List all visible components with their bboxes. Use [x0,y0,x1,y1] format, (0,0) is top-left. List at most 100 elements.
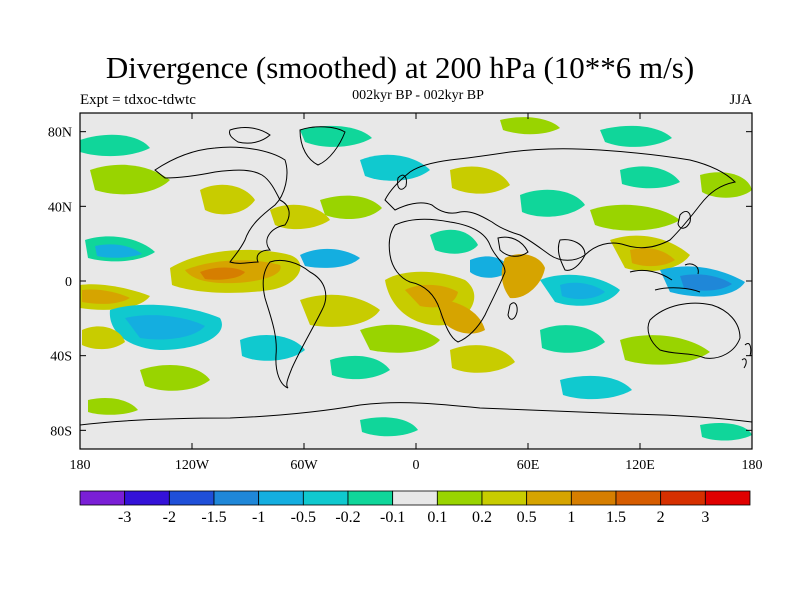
divergence-patch [300,248,360,268]
colorbar-swatch [213,490,260,506]
lat-tick-label: 40S [50,350,72,365]
divergence-patch [330,355,390,380]
colorbar-swatch [302,490,349,506]
divergence-patch [680,274,732,291]
lon-tick-label: 60W [290,458,318,473]
divergence-patch [520,189,585,217]
lon-tick-label: 120E [625,458,655,473]
coastline-arabia [497,236,529,257]
colorbar-swatch [124,490,170,506]
colorbar-swatch [347,490,394,506]
divergence-patch [450,345,515,373]
divergence-patch [440,300,485,334]
colorbar-swatch [526,490,572,506]
lat-tick-label: 80S [50,424,72,439]
colorbar-swatch [570,490,617,506]
coastline-africa [388,218,506,343]
lon-tick-label: 180 [742,458,763,473]
coastline-japan [677,211,691,229]
coastline-uk [397,174,407,190]
divergence-patch [590,204,680,231]
divergence-patch [125,315,205,340]
divergence-patch [360,417,418,437]
colorbar-swatch [168,490,215,506]
colorbar-swatch [481,490,528,506]
divergence-patch [540,325,605,353]
divergence-patch [82,289,130,304]
lon-tick-label: 180 [70,458,91,473]
divergence-patch [90,164,170,195]
divergence-patch [500,117,560,135]
coastline-new-zealand [741,342,752,369]
divergence-patch [82,326,125,350]
divergence-patch [450,166,510,194]
coastline-australia [647,302,741,359]
divergence-patch [360,324,440,353]
divergence-field [80,117,752,441]
divergence-patch [320,195,382,220]
divergence-patch [700,423,752,441]
period-label: 002kyr BP - 002kyr BP [352,88,484,103]
divergence-patch [140,365,210,391]
divergence-patch [200,184,255,215]
divergence-patch [430,229,478,254]
coastline-greenland [299,126,346,166]
divergence-patch [560,375,632,400]
coastline-eurasia [384,148,737,261]
divergence-patch [200,267,245,280]
coastline-madagascar [507,302,518,320]
lat-tick-label: 40N [48,200,72,215]
coastline-india [557,239,586,271]
divergence-patch [95,244,142,258]
colorbar-label: 0.5 [517,509,537,526]
divergence-patch [300,125,372,147]
colorbar-label: -1.5 [201,509,226,526]
colorbar-label: 1 [567,509,575,526]
plot-title: Divergence (smoothed) at 200 hPa (10**6 … [105,50,695,85]
colorbar-swatch [615,490,662,506]
divergence-patch [470,256,510,278]
season-label: JJA [729,92,752,108]
divergence-patch [270,204,330,230]
colorbar-label: 3 [701,509,709,526]
coastline-south-america [262,259,327,389]
colorbar-label: 0.2 [472,509,492,526]
divergence-patch [560,282,605,300]
colorbar-swatch [79,490,126,506]
coastline-north-america [154,146,290,264]
colorbar-swatch [660,490,706,506]
coastline-maritime-continent [629,263,701,293]
colorbar-label: -0.1 [380,509,405,526]
colorbar-label: 1.5 [606,509,626,526]
lon-tick-label: 60E [517,458,540,473]
coastlines [80,126,752,426]
lon-tick-label: 0 [413,458,420,473]
colorbar-label: -2 [163,509,176,526]
divergence-patch [88,398,138,415]
divergence-patch [620,166,680,189]
colorbar-label: -1 [252,509,265,526]
colorbar-label: -0.2 [335,509,360,526]
colorbar-swatch [436,490,483,506]
axis-ticks: 80N 40N 0 40S 80S 180 120W 60W 0 60E 120E 180 [48,113,763,473]
coastline-antarctica [80,402,752,426]
divergence-patch [501,254,545,299]
colorbar-label: -3 [118,509,131,526]
divergence-patch [630,248,675,267]
colorbar-swatch [258,490,304,506]
divergence-patch [620,335,710,365]
colorbar-swatch [704,490,751,506]
divergence-patch [600,125,672,147]
colorbar-label: -0.5 [291,509,316,526]
colorbar-label: 0.1 [427,509,447,526]
divergence-patch [80,134,150,157]
lon-tick-label: 120W [175,458,210,473]
divergence-patch [240,335,305,361]
lat-tick-label: 0 [65,275,72,290]
divergence-patch [360,154,430,181]
coastline-canadian-archipelago [229,127,271,144]
colorbar-label: 2 [657,509,665,526]
colorbar: -3 -2 -1.5 -1 -0.5 -0.2 -0.1 0.1 0.2 0.5 1 1.5 2 3 [79,490,751,526]
divergence-patch [300,294,380,327]
